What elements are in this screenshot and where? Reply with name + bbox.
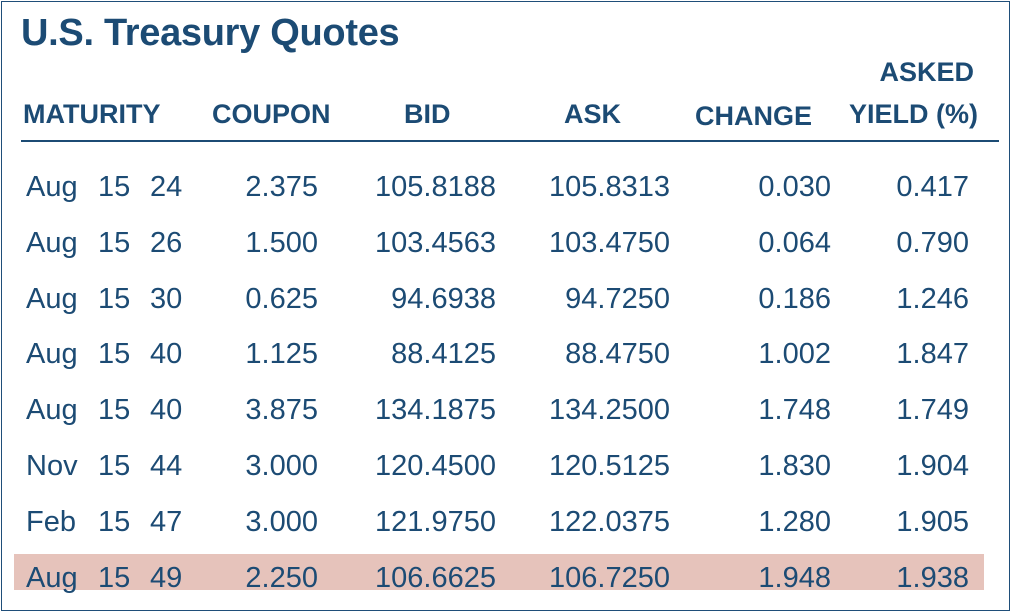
maturity-month: Nov <box>26 450 78 482</box>
maturity-month: Aug <box>26 283 78 315</box>
maturity-month: Aug <box>26 394 78 426</box>
coupon-cell: 2.250 <box>245 562 318 594</box>
maturity-year: 40 <box>150 394 183 426</box>
header-divider <box>21 140 999 142</box>
bid-cell: 106.6625 <box>375 562 496 594</box>
coupon-cell: 2.375 <box>245 171 318 203</box>
change-cell: 1.280 <box>758 506 831 538</box>
coupon-cell: 1.125 <box>245 338 318 370</box>
header-ask: ASK <box>564 99 622 129</box>
maturity-year: 40 <box>150 338 183 370</box>
yield-cell: 0.790 <box>896 227 969 259</box>
table-row-highlighted: Aug 15 49 2.250 106.6625 106.7250 1.948 1.938 <box>2 558 1011 598</box>
change-cell: 1.002 <box>758 338 831 370</box>
coupon-cell: 3.875 <box>245 394 318 426</box>
maturity-year: 47 <box>150 506 183 538</box>
maturity-month: Aug <box>26 227 78 259</box>
header-bid: BID <box>404 99 451 129</box>
ask-cell: 88.4750 <box>565 338 670 370</box>
maturity-day: 15 <box>98 283 131 315</box>
maturity-year: 49 <box>150 562 183 594</box>
yield-cell: 1.847 <box>896 338 969 370</box>
ask-cell: 105.8313 <box>549 171 670 203</box>
bid-cell: 88.4125 <box>391 338 496 370</box>
table-row: Aug 15 30 0.625 94.6938 94.7250 0.186 1.246 <box>2 279 1011 319</box>
bid-cell: 94.6938 <box>391 283 496 315</box>
change-cell: 0.030 <box>758 171 831 203</box>
maturity-month: Feb <box>26 506 76 538</box>
yield-cell: 1.938 <box>896 562 969 594</box>
coupon-cell: 1.500 <box>245 227 318 259</box>
bid-cell: 103.4563 <box>375 227 496 259</box>
coupon-cell: 3.000 <box>245 450 318 482</box>
bid-cell: 121.9750 <box>375 506 496 538</box>
maturity-day: 15 <box>98 171 131 203</box>
header-change: CHANGE <box>695 101 813 131</box>
bid-cell: 134.1875 <box>375 394 496 426</box>
maturity-month: Aug <box>26 562 78 594</box>
table-row: Aug 15 40 3.875 134.1875 134.2500 1.748 1.749 <box>2 390 1011 430</box>
yield-cell: 1.246 <box>896 283 969 315</box>
change-cell: 0.064 <box>758 227 831 259</box>
maturity-day: 15 <box>98 562 131 594</box>
ask-cell: 120.5125 <box>549 450 670 482</box>
header-maturity: MATURITY <box>23 99 161 129</box>
change-cell: 1.748 <box>758 394 831 426</box>
ask-cell: 134.2500 <box>549 394 670 426</box>
yield-cell: 1.749 <box>896 394 969 426</box>
maturity-year: 24 <box>150 171 183 203</box>
header-coupon: COUPON <box>212 99 331 129</box>
maturity-month: Aug <box>26 171 78 203</box>
table-row: Aug 15 40 1.125 88.4125 88.4750 1.002 1.847 <box>2 334 1011 374</box>
highlighted-row-background <box>14 554 984 590</box>
maturity-year: 44 <box>150 450 183 482</box>
table-row: Aug 15 24 2.375 105.8188 105.8313 0.030 0.417 <box>2 167 1011 207</box>
maturity-year: 30 <box>150 283 183 315</box>
table-row: Aug 15 26 1.500 103.4563 103.4750 0.064 0.790 <box>2 223 1011 263</box>
ask-cell: 122.0375 <box>549 506 670 538</box>
maturity-day: 15 <box>98 227 131 259</box>
maturity-day: 15 <box>98 394 131 426</box>
yield-cell: 1.904 <box>896 450 969 482</box>
bid-cell: 120.4500 <box>375 450 496 482</box>
change-cell: 0.186 <box>758 283 831 315</box>
maturity-day: 15 <box>98 506 131 538</box>
ask-cell: 103.4750 <box>549 227 670 259</box>
table-row: Nov 15 44 3.000 120.4500 120.5125 1.830 1.904 <box>2 446 1011 486</box>
ask-cell: 106.7250 <box>549 562 670 594</box>
maturity-day: 15 <box>98 338 131 370</box>
table-row: Feb 15 47 3.000 121.9750 122.0375 1.280 1.905 <box>2 502 1011 542</box>
header-yield-line1: ASKED <box>879 57 974 87</box>
ask-cell: 94.7250 <box>565 283 670 315</box>
change-cell: 1.948 <box>758 562 831 594</box>
maturity-year: 26 <box>150 227 183 259</box>
change-cell: 1.830 <box>758 450 831 482</box>
maturity-month: Aug <box>26 338 78 370</box>
maturity-day: 15 <box>98 450 131 482</box>
coupon-cell: 0.625 <box>245 283 318 315</box>
yield-cell: 0.417 <box>896 171 969 203</box>
yield-cell: 1.905 <box>896 506 969 538</box>
coupon-cell: 3.000 <box>245 506 318 538</box>
bid-cell: 105.8188 <box>375 171 496 203</box>
page-title: U.S. Treasury Quotes <box>21 12 400 54</box>
header-yield-line2: YIELD (%) <box>849 99 979 129</box>
